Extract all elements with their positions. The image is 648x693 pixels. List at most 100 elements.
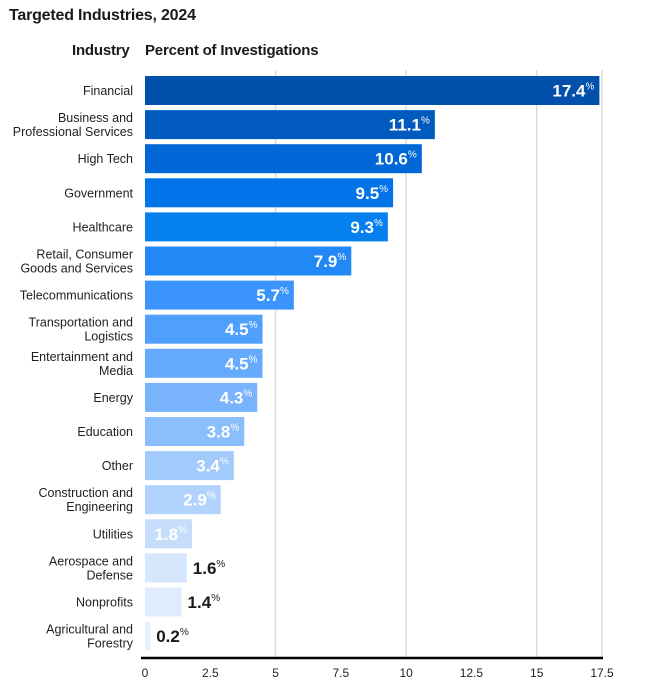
value-number: 5.7	[256, 286, 280, 305]
category-label: Energy	[93, 391, 133, 405]
value-number: 17.4	[552, 82, 586, 101]
chart-title: Targeted Industries, 2024	[9, 7, 196, 24]
category-label-line: Logistics	[84, 330, 133, 344]
bar	[145, 280, 294, 310]
value-labels: 17.4%11.1%10.6%9.5%9.3%7.9%5.7%4.5%4.5%4…	[154, 82, 594, 647]
category-label-line: Energy	[93, 391, 133, 405]
category-label-line: Aerospace and	[49, 554, 133, 568]
category-label: Other	[102, 459, 133, 473]
value-number: 4.5	[225, 320, 249, 339]
value-label: 1.6%	[193, 559, 226, 578]
value-number: 1.8	[154, 525, 178, 544]
bar	[145, 382, 258, 412]
category-label-line: Education	[77, 425, 133, 439]
value-number: 1.6	[193, 559, 217, 578]
value-label: 17.4%	[552, 82, 594, 101]
category-label-line: Healthcare	[73, 220, 133, 234]
value-label: 9.5%	[356, 184, 389, 203]
value-label: 1.8%	[154, 525, 187, 544]
category-label-line: Goods and Services	[20, 262, 133, 276]
value-percent-sign: %	[374, 218, 383, 229]
category-label: Construction and Engineering	[38, 486, 133, 514]
value-percent-sign: %	[207, 491, 216, 502]
value-percent-sign: %	[379, 184, 388, 195]
value-label: 4.5%	[225, 320, 258, 339]
category-label-line: Nonprofits	[76, 596, 133, 610]
value-percent-sign: %	[220, 457, 229, 468]
value-percent-sign: %	[230, 423, 239, 434]
value-percent-sign: %	[211, 593, 220, 604]
value-number: 2.9	[183, 491, 207, 510]
category-label: Transportation and Logistics	[29, 316, 134, 344]
bar	[145, 144, 422, 174]
value-percent-sign: %	[249, 354, 258, 365]
category-column-header: Industry	[72, 42, 130, 59]
bar	[145, 621, 151, 651]
value-percent-sign: %	[280, 286, 289, 297]
value-number: 9.3	[350, 218, 374, 237]
value-label: 0.2%	[156, 627, 189, 646]
x-tick-label: 10	[399, 666, 413, 680]
category-label-line: Government	[64, 186, 133, 200]
category-label-line: Forestry	[87, 637, 134, 651]
value-number: 4.5	[225, 354, 249, 373]
category-label-line: Other	[102, 459, 133, 473]
bar	[145, 451, 234, 481]
category-label: Agricultural and Forestry	[46, 623, 134, 651]
category-label: Healthcare	[73, 220, 133, 234]
value-percent-sign: %	[421, 116, 430, 127]
bar	[145, 485, 221, 515]
category-label-line: High Tech	[78, 152, 133, 166]
value-percent-sign: %	[180, 627, 189, 638]
x-tick-label: 7.5	[333, 666, 350, 680]
bar	[145, 110, 435, 140]
category-label: Government	[64, 186, 133, 200]
category-label-line: Construction and	[38, 486, 133, 500]
category-label-line: Media	[99, 364, 133, 378]
value-number: 9.5	[356, 184, 380, 203]
bar	[145, 348, 263, 378]
category-label-line: Transportation and	[29, 316, 134, 330]
category-label-line: Professional Services	[13, 125, 133, 139]
category-label-line: Engineering	[66, 500, 133, 514]
category-label-line: Telecommunications	[20, 289, 133, 303]
category-labels: Financial Business and Professional Servic…	[13, 84, 134, 651]
value-number: 3.4	[196, 457, 220, 476]
bar	[145, 76, 600, 105]
category-label: Financial	[83, 84, 133, 98]
value-number: 0.2	[156, 627, 180, 646]
value-percent-sign: %	[216, 559, 225, 570]
value-label: 9.3%	[350, 218, 383, 237]
value-label: 3.4%	[196, 457, 229, 476]
value-percent-sign: %	[249, 320, 258, 331]
bar	[145, 212, 388, 242]
value-label: 3.8%	[207, 423, 240, 442]
value-label: 5.7%	[256, 286, 289, 305]
value-percent-sign: %	[408, 150, 417, 161]
category-label-line: Defense	[86, 568, 133, 582]
category-label: Business and Professional Services	[13, 111, 133, 139]
x-tick-label: 17.5	[590, 666, 614, 680]
value-label: 10.6%	[375, 150, 417, 169]
bar	[145, 519, 193, 549]
value-label: 2.9%	[183, 491, 216, 510]
category-label-line: Financial	[83, 84, 133, 98]
value-label: 4.3%	[220, 388, 253, 407]
value-percent-sign: %	[337, 252, 346, 263]
value-percent-sign: %	[178, 525, 187, 536]
x-tick-label: 15	[530, 666, 544, 680]
bar	[145, 314, 263, 344]
value-number: 10.6	[375, 150, 408, 169]
value-label: 4.5%	[225, 354, 258, 373]
value-percent-sign: %	[243, 388, 252, 399]
category-label-line: Retail, Consumer	[36, 248, 133, 262]
bar	[145, 246, 352, 276]
bar	[145, 587, 182, 617]
category-label: Education	[77, 425, 133, 439]
category-label-line: Business and	[58, 111, 133, 125]
bar	[145, 553, 187, 583]
bars	[145, 76, 600, 651]
value-number: 3.8	[207, 423, 231, 442]
category-label-line: Agricultural and	[46, 623, 133, 637]
